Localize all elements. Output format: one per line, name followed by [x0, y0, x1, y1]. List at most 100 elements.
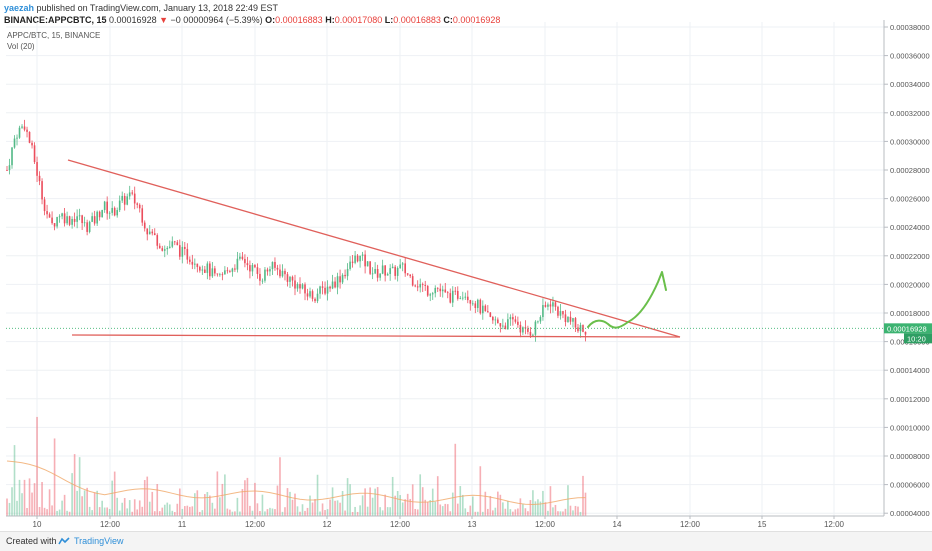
series-legend[interactable]: APPC/BTC, 15, BINANCE [7, 31, 101, 40]
volume-bar [131, 511, 134, 516]
candle [394, 266, 396, 276]
symbol-label[interactable]: BINANCE:APPCBTC, 15 [4, 15, 107, 25]
candle [512, 317, 514, 320]
candle [83, 222, 86, 224]
volume-bar [251, 510, 254, 516]
price-chart[interactable]: 0.00038000 0.00036000 0.00034000 0.00032000… [0, 0, 932, 531]
volume-bar [537, 499, 539, 516]
candle [21, 126, 23, 128]
candle [349, 261, 351, 269]
candle [81, 215, 83, 224]
volume-bar [274, 509, 276, 516]
time-tick-label: 11 [178, 520, 187, 529]
resistance-trendline [67, 159, 681, 338]
price-tick-label: 0.00014000 [890, 366, 930, 375]
candle [276, 267, 279, 270]
candle [86, 222, 88, 232]
volume-bar [186, 505, 189, 516]
volume-bar [6, 498, 8, 516]
volume-bar [66, 510, 68, 516]
volume-bar [321, 503, 324, 516]
candle [216, 273, 219, 275]
candle [194, 263, 196, 265]
volume-bar [306, 507, 309, 516]
candle [256, 267, 259, 274]
volume-bar [489, 496, 492, 516]
candle [509, 317, 512, 320]
candle [48, 214, 51, 218]
candle [517, 321, 519, 325]
volume-bar [414, 508, 417, 516]
candle [161, 248, 164, 251]
volume-bar [324, 510, 326, 516]
volume-bar [236, 497, 239, 516]
volume-bar [584, 492, 587, 516]
candle [151, 231, 154, 234]
volume-legend[interactable]: Vol (20) [7, 42, 35, 51]
volume-bar [309, 495, 311, 516]
candle [63, 213, 66, 224]
volume-bar [171, 510, 174, 516]
created-with-text: Created with [6, 536, 57, 546]
candle [191, 261, 194, 265]
candle [474, 303, 477, 308]
volume-bar [461, 494, 464, 516]
volume-ma-line [6, 460, 586, 506]
drawing-tools [6, 159, 884, 338]
candle [319, 286, 321, 294]
volume-bar [304, 510, 306, 516]
candle [584, 331, 587, 335]
last-price: 0.00016928 [109, 15, 157, 25]
candle [251, 264, 254, 272]
candle [101, 209, 103, 218]
candle [41, 181, 43, 200]
time-axis[interactable]: 10 12:00 11 12:00 12 12:00 13 12:00 14 12:00 15 12:… [6, 515, 884, 529]
candle [386, 273, 389, 276]
volume-bar [569, 505, 572, 516]
tradingview-brand-link[interactable]: TradingView [74, 536, 124, 546]
candle [476, 299, 479, 308]
volume-bar [394, 495, 396, 516]
candle [266, 269, 269, 272]
candle [113, 207, 116, 216]
countdown-label: 10:20 [907, 334, 926, 343]
volume-bar [126, 508, 129, 516]
candle [23, 126, 26, 130]
volume-bar [296, 506, 299, 516]
volume-bar [241, 489, 244, 516]
price-axis[interactable]: 0.00038000 0.00036000 0.00034000 0.00032000… [883, 20, 932, 518]
volume-bar [214, 508, 216, 516]
candle [261, 280, 264, 282]
candle [178, 245, 181, 257]
candle [396, 268, 399, 276]
volume-bar [294, 493, 296, 516]
candle [38, 175, 41, 182]
volume-bar [469, 505, 472, 516]
candle [166, 247, 169, 250]
volume-bar [91, 510, 93, 516]
candle [128, 192, 131, 197]
volume-bar [226, 508, 229, 516]
volume-bar [572, 510, 574, 516]
volume-bar [391, 476, 394, 516]
author-link[interactable]: yaezah [4, 3, 35, 13]
candle [58, 216, 61, 218]
price-tick-label: 0.00006000 [890, 481, 930, 490]
candle [28, 131, 31, 143]
candle [459, 298, 462, 299]
candle [334, 281, 336, 288]
volume-bar [547, 510, 549, 516]
candle [497, 319, 499, 324]
price-tick-label: 0.00030000 [890, 137, 930, 146]
volume-bar [173, 512, 176, 516]
candle [214, 268, 216, 274]
volume-bar [361, 495, 364, 516]
volume-bar [424, 499, 427, 516]
candle [76, 216, 78, 222]
candle [346, 268, 349, 277]
close-value: 0.00016928 [452, 15, 501, 25]
volume-bar [431, 488, 434, 516]
candle [121, 195, 124, 201]
volume-bar [156, 484, 159, 516]
candle [356, 255, 359, 262]
